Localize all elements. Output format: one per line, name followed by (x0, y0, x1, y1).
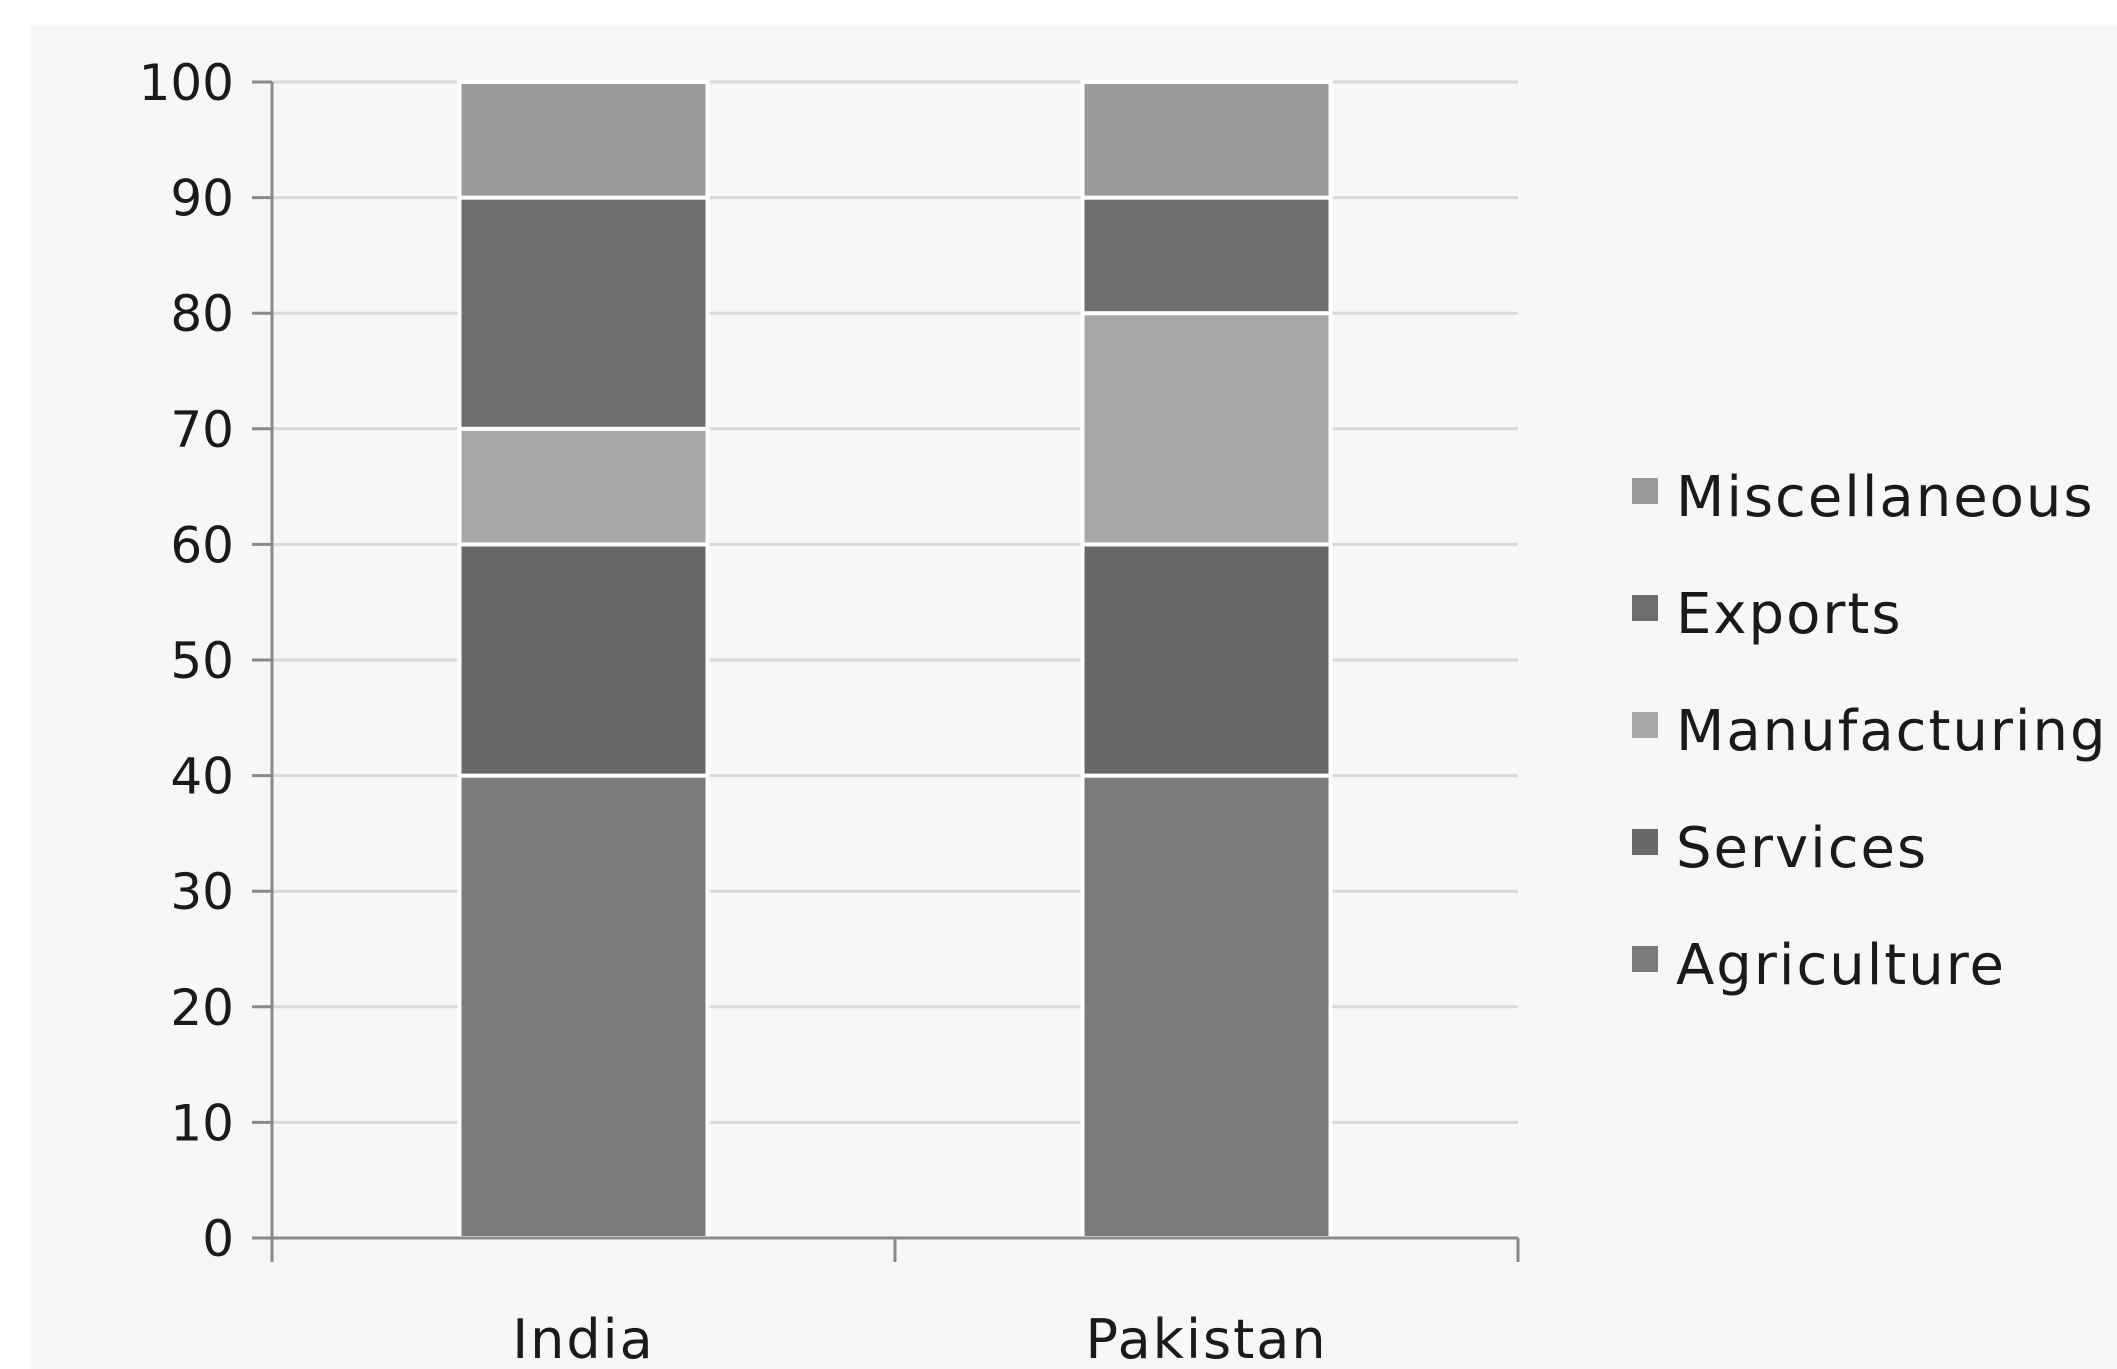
bar-india-services (457, 542, 710, 778)
plot-panel (30, 26, 2117, 1369)
bar-india-miscellaneous (457, 80, 710, 200)
y-tick-label-20: 20 (170, 979, 234, 1037)
y-tick-label-60: 60 (170, 516, 234, 574)
legend-label-exports: Exports (1676, 582, 1903, 647)
bar-pakistan-manufacturing (1080, 311, 1333, 547)
y-tick-label-40: 40 (170, 748, 234, 806)
x-tick-label-india: India (512, 1308, 655, 1369)
legend-layer: Miscellaneous Exports Manufacturing Service… (1632, 465, 2108, 998)
bar-india-exports (457, 195, 710, 431)
legend-swatch-manufacturing (1632, 712, 1658, 738)
y-tick-label-70: 70 (170, 401, 234, 459)
bar-india-manufacturing (457, 426, 710, 547)
legend-label-agriculture: Agriculture (1676, 933, 2006, 998)
y-tick-label-90: 90 (170, 170, 234, 228)
y-tick-label-80: 80 (170, 285, 234, 343)
legend-swatch-agriculture (1632, 946, 1658, 972)
bar-pakistan-services (1080, 542, 1333, 778)
axis-layer: 0 10 20 30 40 50 60 70 80 90 100 India Pakistan (139, 54, 1520, 1369)
legend-label-manufacturing: Manufacturing (1676, 699, 2108, 764)
y-tick-label-100: 100 (139, 54, 234, 112)
bar-pakistan-exports (1080, 195, 1333, 316)
y-tick-label-0: 0 (202, 1210, 234, 1268)
x-tick-label-pakistan: Pakistan (1085, 1308, 1327, 1369)
y-tick-label-10: 10 (170, 1094, 234, 1152)
bar-pakistan-miscellaneous (1080, 80, 1333, 200)
legend-swatch-miscellaneous (1632, 478, 1658, 504)
bar-india-agriculture (457, 773, 710, 1240)
legend-swatch-exports (1632, 595, 1658, 621)
y-tick-label-30: 30 (170, 863, 234, 921)
y-tick-label-50: 50 (170, 632, 234, 690)
legend-swatch-services (1632, 829, 1658, 855)
legend-label-services: Services (1676, 816, 1928, 881)
legend-label-miscellaneous: Miscellaneous (1676, 465, 2095, 530)
bars-layer (457, 80, 1333, 1240)
bar-pakistan-agriculture (1080, 773, 1333, 1240)
